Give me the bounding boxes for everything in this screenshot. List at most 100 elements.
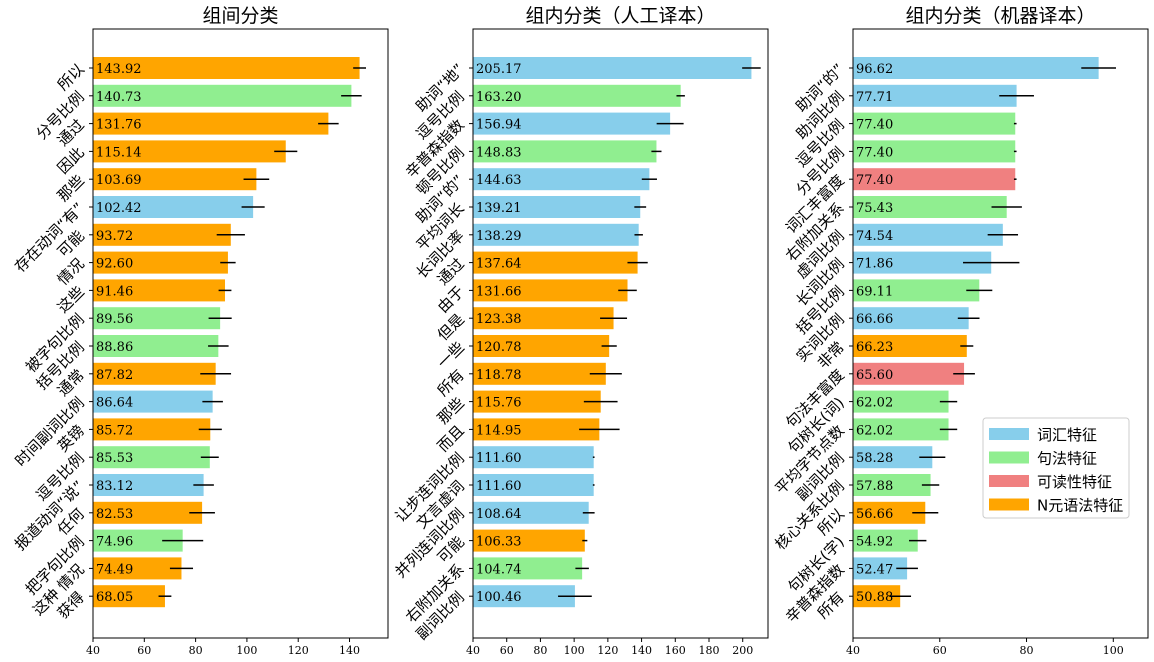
bar-value-label: 93.72 xyxy=(96,229,133,244)
bar xyxy=(473,446,594,469)
bar xyxy=(473,84,681,107)
bar xyxy=(473,57,752,79)
bar-value-label: 131.66 xyxy=(476,284,522,299)
bar-value-label: 118.78 xyxy=(476,368,522,383)
bar-value-label: 111.60 xyxy=(476,451,522,466)
bar-value-label: 85.72 xyxy=(96,423,133,438)
category-label: 由于 xyxy=(434,283,468,317)
x-tick-label: 40 xyxy=(846,644,860,657)
bar xyxy=(473,223,639,246)
bar-value-label: 137.64 xyxy=(476,257,522,272)
legend-swatch xyxy=(989,428,1029,440)
bar xyxy=(473,557,583,580)
bar-value-label: 66.23 xyxy=(856,340,893,355)
bar-value-label: 87.82 xyxy=(96,368,133,383)
bar-value-label: 102.42 xyxy=(96,201,142,216)
x-tick-label: 40 xyxy=(86,644,100,657)
bar xyxy=(473,251,638,274)
bar xyxy=(853,585,901,608)
bar-value-label: 82.53 xyxy=(96,507,133,522)
bar-value-label: 77.71 xyxy=(856,90,893,105)
bar-value-label: 103.69 xyxy=(96,173,142,188)
bar-value-label: 115.76 xyxy=(476,396,522,411)
bar-value-label: 106.33 xyxy=(476,535,522,550)
bar xyxy=(93,557,182,580)
bar xyxy=(473,168,650,191)
bar xyxy=(93,57,360,79)
bar-value-label: 54.92 xyxy=(856,535,893,550)
bar xyxy=(473,335,610,357)
category-label: 这些 xyxy=(54,283,88,317)
bar xyxy=(93,585,165,608)
bar-value-label: 100.46 xyxy=(476,590,522,605)
bar xyxy=(853,335,967,357)
bar xyxy=(93,501,203,524)
bar xyxy=(93,251,228,274)
bar-value-label: 56.66 xyxy=(856,507,893,522)
category-label: 那些 xyxy=(434,394,468,428)
bar-value-label: 156.94 xyxy=(476,118,522,133)
legend-swatch xyxy=(989,451,1029,464)
bar xyxy=(93,140,286,163)
bar xyxy=(853,223,1003,246)
bar-value-label: 52.47 xyxy=(856,562,893,577)
bar-value-label: 163.20 xyxy=(476,90,522,105)
bar-value-label: 92.60 xyxy=(96,257,133,272)
bar xyxy=(473,390,601,413)
bar xyxy=(93,474,204,496)
x-tick-label: 140 xyxy=(339,644,360,657)
bar-value-label: 104.74 xyxy=(476,562,522,577)
bar-value-label: 57.88 xyxy=(856,479,893,494)
bar xyxy=(473,279,628,302)
x-tick-label: 100 xyxy=(236,644,257,657)
x-tick-label: 180 xyxy=(699,644,720,657)
x-tick-label: 60 xyxy=(500,644,514,657)
bar-value-label: 205.17 xyxy=(476,62,522,77)
bar-value-label: 68.05 xyxy=(96,590,133,605)
bar xyxy=(853,112,1016,135)
bar-value-label: 75.43 xyxy=(856,201,893,216)
bar-value-label: 91.46 xyxy=(96,284,133,299)
bar xyxy=(93,84,352,107)
bar-value-label: 71.86 xyxy=(856,257,893,272)
bar-value-label: 120.78 xyxy=(476,340,522,355)
axes-frame xyxy=(852,28,1149,639)
legend-box xyxy=(982,417,1130,519)
bar-value-label: 74.54 xyxy=(856,229,893,244)
bar-value-label: 108.64 xyxy=(476,507,522,522)
bar xyxy=(93,335,219,357)
axes-frame xyxy=(472,28,769,639)
x-tick-label: 60 xyxy=(137,644,151,657)
bar xyxy=(93,168,257,191)
bar xyxy=(93,446,210,469)
bar xyxy=(853,57,1099,79)
legend-label: 句法特征 xyxy=(1037,450,1097,468)
bar-value-label: 88.86 xyxy=(96,340,133,355)
bar xyxy=(93,223,231,246)
bar xyxy=(93,196,254,218)
x-tick-label: 200 xyxy=(732,644,753,657)
bar xyxy=(93,362,216,385)
bar xyxy=(473,362,606,385)
bar-value-label: 74.49 xyxy=(96,562,133,577)
bar xyxy=(473,529,585,552)
category-label: 但是 xyxy=(434,310,468,344)
bar xyxy=(93,279,226,302)
legend-swatch xyxy=(989,498,1029,511)
category-label: 所以 xyxy=(54,60,88,94)
legend-swatch xyxy=(989,475,1029,487)
bar xyxy=(93,307,221,330)
bar xyxy=(473,418,600,441)
bar-value-label: 86.64 xyxy=(96,396,133,411)
bar-value-label: 83.12 xyxy=(96,479,133,494)
x-tick-label: 80 xyxy=(189,644,203,657)
category-label: 而且 xyxy=(434,422,468,456)
chart-title: 组内分类（机器译本） xyxy=(905,5,1095,27)
bar xyxy=(473,196,641,218)
x-tick-label: 100 xyxy=(1103,644,1124,657)
bar xyxy=(473,140,657,163)
bar xyxy=(853,529,918,552)
